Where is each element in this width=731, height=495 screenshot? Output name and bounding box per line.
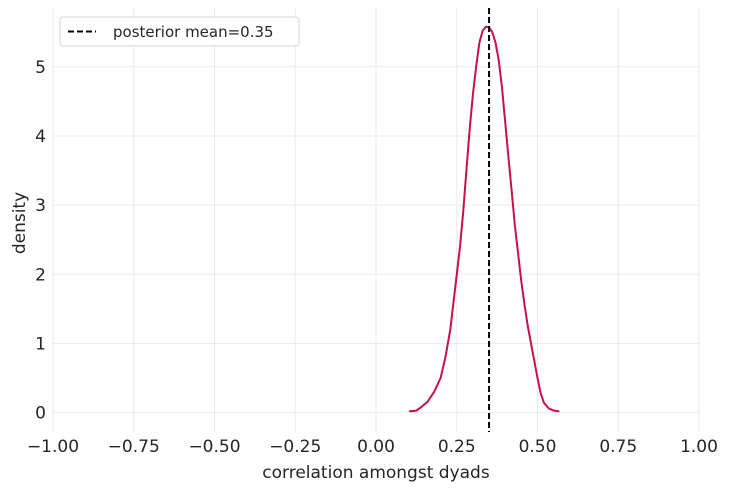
legend-box bbox=[59, 16, 300, 47]
y-tick-label: 2 bbox=[35, 265, 46, 285]
x-tick-labels: −1.00 −0.75 −0.50 −0.25 0.00 0.25 0.50 0.75 1.00 bbox=[27, 437, 718, 457]
x-tick-label: −1.00 bbox=[27, 437, 79, 457]
x-tick-label: 0.00 bbox=[357, 437, 395, 457]
x-tick-label: −0.50 bbox=[188, 437, 240, 457]
y-tick-label: 3 bbox=[35, 196, 46, 216]
density-curve bbox=[408, 25, 560, 413]
y-tick-labels: 0 1 2 3 4 5 bbox=[35, 58, 46, 424]
grid bbox=[52, 8, 700, 432]
x-tick-label: −0.75 bbox=[108, 437, 160, 457]
y-tick-label: 5 bbox=[35, 58, 46, 78]
y-tick-label: 1 bbox=[35, 334, 46, 354]
legend: posterior mean=0.35 bbox=[59, 16, 300, 47]
x-axis-title: correlation amongst dyads bbox=[262, 463, 490, 483]
y-tick-label: 0 bbox=[35, 404, 46, 424]
x-tick-label: 0.50 bbox=[519, 437, 557, 457]
x-tick-label: 1.00 bbox=[680, 437, 718, 457]
y-axis-title: density bbox=[10, 192, 30, 254]
y-tick-label: 4 bbox=[35, 127, 46, 147]
x-tick-label: 0.25 bbox=[438, 437, 476, 457]
x-tick-label: 0.75 bbox=[599, 437, 637, 457]
x-tick-label: −0.25 bbox=[269, 437, 321, 457]
series-layer bbox=[408, 25, 560, 413]
legend-label: posterior mean=0.35 bbox=[113, 23, 274, 41]
